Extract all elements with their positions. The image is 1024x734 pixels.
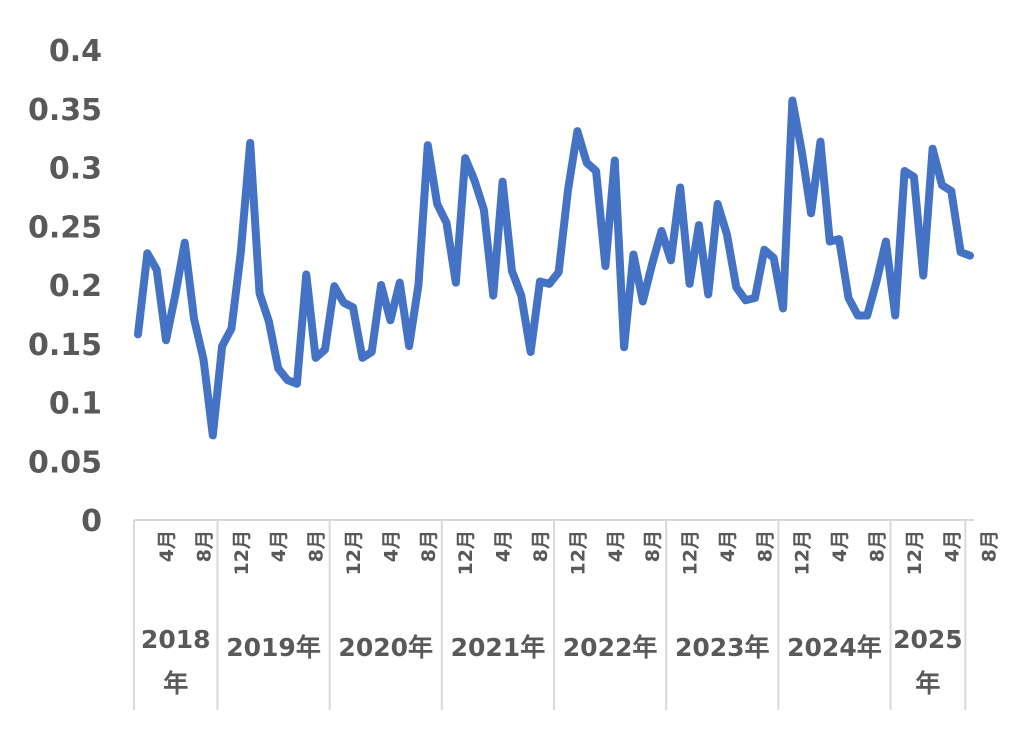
x-axis — [133, 519, 974, 710]
x-tick-label: 4月 — [156, 530, 178, 562]
x-tick-label: 4月 — [380, 530, 402, 562]
x-tick-label: 12月 — [680, 530, 702, 575]
x-year-label: 2020年 — [338, 633, 433, 662]
x-year-label: 2023年 — [675, 633, 770, 662]
x-year-label: 2019年 — [226, 633, 321, 662]
x-axis-month-labels: 4月 8月 12月 4月 8月 12月 4月 8月 12月 4月 8月 12月 4月 8月 12月 4月 8月 1… — [156, 530, 1001, 575]
y-tick-label: 0 — [81, 504, 102, 539]
x-tick-label: 8月 — [418, 530, 440, 562]
x-tick-label: 4月 — [493, 530, 515, 562]
y-tick-label: 0.3 — [49, 152, 102, 187]
x-year-label: 2021年 — [451, 633, 546, 662]
x-tick-label: 8月 — [754, 530, 776, 562]
y-tick-label: 0.05 — [28, 445, 102, 480]
series-group — [134, 96, 974, 440]
x-tick-label: 4月 — [829, 530, 851, 562]
x-tick-label: 12月 — [343, 530, 365, 575]
x-tick-label: 4月 — [717, 530, 739, 562]
y-tick-label: 0.35 — [28, 93, 102, 128]
x-tick-label: 4月 — [268, 530, 290, 562]
x-year-label: 2018 年 — [141, 625, 211, 698]
x-tick-label: 8月 — [530, 530, 552, 562]
x-tick-label: 4月 — [941, 530, 963, 562]
y-tick-label: 0.15 — [28, 328, 102, 363]
x-tick-label: 4月 — [605, 530, 627, 562]
y-tick-label: 0.25 — [28, 210, 102, 245]
x-year-label: 2022年 — [563, 633, 658, 662]
x-tick-label: 12月 — [792, 530, 814, 575]
x-tick-label: 8月 — [642, 530, 664, 562]
x-tick-label: 8月 — [193, 530, 215, 562]
x-year-label: 2024年 — [787, 633, 882, 662]
y-axis-tick-labels: 0 0.05 0.1 0.15 0.2 0.25 0.3 0.35 0.4 — [28, 34, 102, 539]
x-tick-label: 12月 — [231, 530, 253, 575]
x-tick-label: 12月 — [455, 530, 477, 575]
y-tick-label: 0.2 — [49, 269, 102, 304]
x-tick-label: 8月 — [306, 530, 328, 562]
y-tick-label: 0.1 — [49, 387, 102, 422]
x-tick-label: 8月 — [867, 530, 889, 562]
x-tick-label: 12月 — [567, 530, 589, 575]
x-year-label: 2025 年 — [893, 625, 963, 698]
x-tick-label: 12月 — [904, 530, 926, 575]
series-line — [134, 96, 974, 440]
x-axis-year-labels: 2018 年 2019年 2020年 2021年 2022年 2023年 2024年 2025 年 — [141, 625, 963, 698]
y-tick-label: 0.4 — [49, 34, 102, 69]
x-tick-label: 8月 — [979, 530, 1001, 562]
